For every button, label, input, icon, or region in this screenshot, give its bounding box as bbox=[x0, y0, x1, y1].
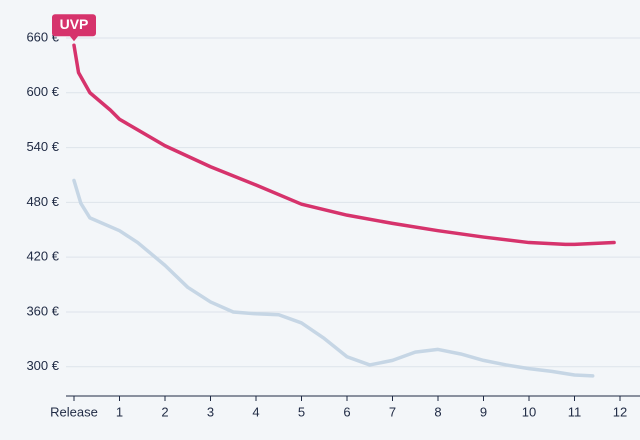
y-tick-label: 300 € bbox=[26, 358, 59, 373]
x-tick-label: 9 bbox=[480, 404, 487, 419]
y-tick-label: 360 € bbox=[26, 303, 59, 318]
x-tick-label: 8 bbox=[434, 404, 441, 419]
x-tick-label: 1 bbox=[116, 404, 123, 419]
annotation-box bbox=[52, 14, 96, 42]
x-tick-label: 10 bbox=[522, 404, 536, 419]
line bbox=[72, 43, 616, 247]
line bbox=[72, 178, 595, 378]
y-tick-label: 660 € bbox=[26, 29, 59, 44]
y-tick-label: 480 € bbox=[26, 194, 59, 209]
y-tick-label: 540 € bbox=[26, 139, 59, 154]
x-tick-label: 7 bbox=[389, 404, 396, 419]
x-tick-label: 12 bbox=[613, 404, 627, 419]
y-tick-label: 420 € bbox=[26, 249, 59, 264]
x-tick-label: 2 bbox=[161, 404, 168, 419]
y-tick-label: 600 € bbox=[26, 84, 59, 99]
x-tick-label: Release bbox=[50, 404, 98, 419]
x-tick-label: 6 bbox=[343, 404, 350, 419]
x-tick-label: 4 bbox=[252, 404, 259, 419]
x-tick-label: 11 bbox=[568, 404, 582, 419]
annotation: UVP bbox=[60, 16, 89, 32]
x-tick-label: 3 bbox=[207, 404, 214, 419]
x-tick-label: 5 bbox=[298, 404, 305, 419]
